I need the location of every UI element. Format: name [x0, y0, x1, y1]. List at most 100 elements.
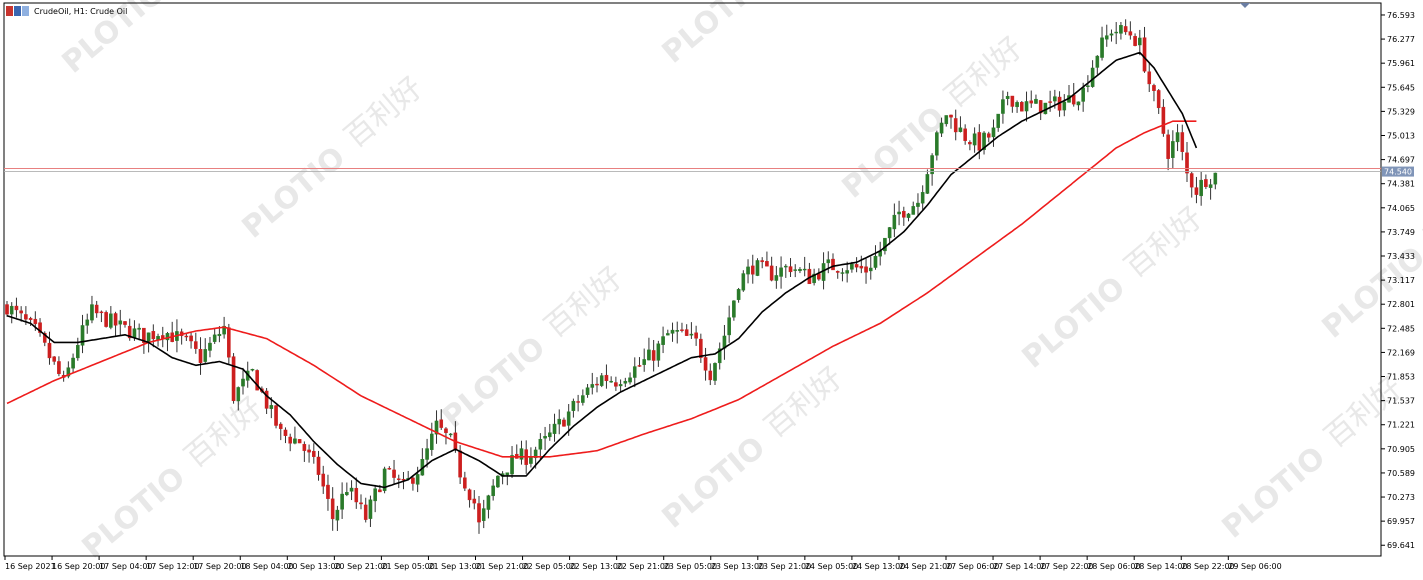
candle-bear	[467, 489, 472, 501]
candle-bear	[1010, 95, 1015, 107]
y-tick-label: 75.013	[1387, 131, 1415, 140]
candle-bull	[802, 268, 807, 271]
candle-bear	[378, 489, 382, 493]
candle-bull	[944, 115, 949, 125]
candle-bull	[774, 275, 779, 281]
chart-title-bar: CrudeOil, H1: Crude Oil	[6, 5, 127, 17]
candlesticks	[5, 19, 1218, 534]
current-price-label: 74.540	[1384, 168, 1412, 177]
candle-bull	[529, 457, 533, 464]
candle-bear	[831, 258, 835, 271]
candle-bear	[307, 449, 311, 453]
x-tick-label: 23 Sep 13:00	[711, 562, 764, 571]
candle-bull	[1076, 101, 1081, 106]
candle-bear	[316, 456, 321, 475]
x-tick-label: 27 Sep 22:00	[1040, 562, 1093, 571]
candle-bull	[717, 348, 722, 364]
candle-bull	[892, 214, 897, 230]
candle-bull	[9, 305, 14, 315]
candle-bull	[1171, 141, 1175, 158]
candle-bear	[750, 265, 755, 275]
candle-bull	[991, 127, 996, 138]
candle-bull	[930, 155, 934, 175]
y-tick-label: 71.221	[1387, 421, 1415, 430]
watermark-text: PLOTIO	[836, 100, 952, 206]
x-tick-label: 17 Sep 20:00	[193, 562, 246, 571]
candle-bear	[1156, 90, 1161, 109]
candle-bull	[642, 359, 646, 365]
candle-bear	[472, 498, 477, 504]
candle-bull	[293, 438, 297, 444]
candle-bear	[576, 401, 580, 403]
candle-bear	[52, 356, 56, 362]
candle-bull	[75, 345, 80, 359]
candle-bear	[614, 382, 618, 387]
x-tick-label: 21 Sep 13:00	[428, 562, 481, 571]
candle-bull	[533, 449, 538, 459]
candle-bull	[335, 509, 340, 521]
candle-bear	[278, 423, 283, 429]
candle-bear	[5, 304, 9, 315]
watermark-text: PLOTIO	[436, 330, 552, 436]
candle-bear	[1152, 85, 1156, 91]
candle-bull	[1095, 55, 1100, 68]
watermark-text: 百利好	[1118, 200, 1209, 285]
candle-bull	[557, 418, 562, 425]
candle-bull	[982, 132, 986, 150]
y-tick-label: 69.641	[1387, 541, 1415, 550]
candle-bull	[505, 472, 510, 476]
candle-bull	[548, 432, 552, 438]
candle-bear	[1020, 102, 1024, 112]
candle-bull	[798, 268, 802, 272]
x-tick-label: 28 Sep 14:00	[1134, 562, 1187, 571]
candle-bear	[363, 504, 368, 520]
y-tick-label: 69.957	[1387, 517, 1415, 526]
candle-bear	[57, 361, 61, 375]
y-tick-label: 73.749	[1387, 228, 1415, 237]
candle-bull	[887, 227, 892, 239]
candle-bull	[736, 289, 741, 300]
candle-bull	[826, 259, 831, 264]
candle-bear	[193, 341, 198, 349]
candle-bear	[19, 310, 23, 314]
candle-bear	[703, 357, 708, 371]
candle-bull	[755, 260, 760, 276]
candle-bull	[632, 366, 637, 378]
candle-bull	[1114, 31, 1118, 34]
candle-bear	[788, 266, 793, 273]
y-tick-label: 70.905	[1387, 445, 1415, 454]
candle-bull	[66, 367, 71, 377]
candle-bull	[868, 267, 873, 272]
candle-bear	[1029, 100, 1034, 104]
candle-bull	[732, 300, 736, 318]
candle-bull	[845, 270, 849, 274]
candle-bear	[1147, 71, 1152, 85]
y-tick-label: 70.589	[1387, 469, 1415, 478]
candle-bull	[1109, 33, 1114, 36]
x-tick-label: 20 Sep 21:00	[334, 562, 387, 571]
candle-bull	[1213, 172, 1218, 185]
candle-bear	[765, 261, 769, 267]
candle-bull	[345, 492, 349, 496]
candle-bull	[430, 433, 434, 450]
y-tick-label: 71.853	[1387, 373, 1415, 382]
watermark-text: PLOTIO	[76, 460, 192, 566]
candle-bear	[359, 502, 363, 505]
candle-bull	[1081, 87, 1085, 102]
candle-bear	[902, 210, 906, 218]
candle-bull	[1100, 37, 1104, 58]
candle-bear	[184, 335, 189, 338]
x-tick-label: 24 Sep 13:00	[852, 562, 905, 571]
x-tick-label: 22 Sep 13:00	[570, 562, 623, 571]
candle-bull	[609, 380, 613, 383]
candle-bear	[142, 327, 146, 343]
candle-bull	[590, 384, 595, 388]
candle-bull	[434, 420, 439, 435]
candle-bull	[1005, 95, 1010, 99]
watermark-text: 百利好	[338, 70, 429, 155]
plot-frame	[3, 2, 1382, 557]
candle-bull	[236, 387, 241, 402]
x-tick-label: 27 Sep 06:00	[946, 562, 999, 571]
